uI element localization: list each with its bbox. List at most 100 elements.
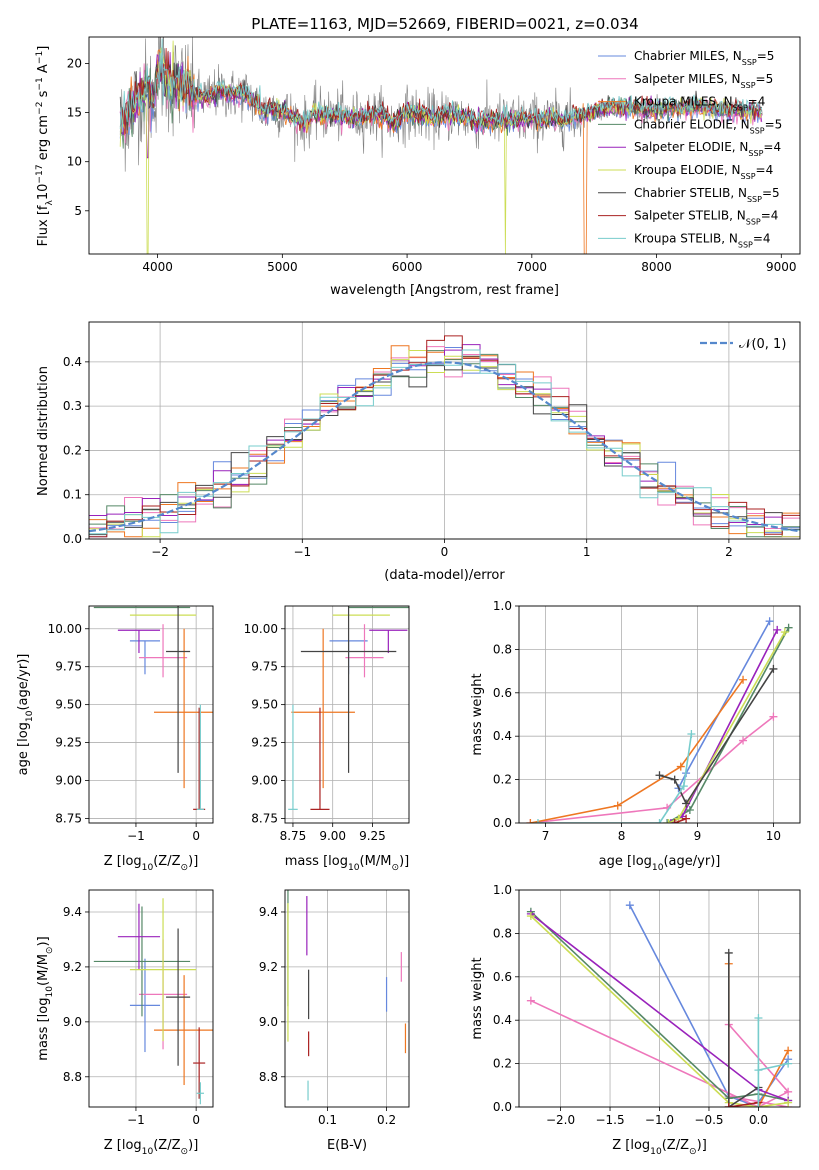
y-tick-label: 0.1 (63, 488, 82, 502)
axes-frame (88, 889, 214, 1108)
y-axis-label: Flux [fλ10−17 erg cm−2 s−1 A−1] (35, 46, 55, 247)
x-tick-label: 8.75 (280, 829, 307, 843)
y-tick-label: 0.6 (493, 686, 512, 700)
weight-marker (724, 1103, 733, 1107)
x-tick-label: 0 (192, 1113, 200, 1127)
x-tick-label: −0.5 (694, 1113, 723, 1127)
axes-frame (88, 605, 214, 824)
x-axis-label: wavelength [Angstrom, rest frame] (330, 283, 559, 298)
weight-marker (682, 799, 691, 808)
y-tick-label: 0.4 (493, 729, 512, 743)
y-tick-label: 1.0 (493, 883, 512, 897)
y-tick-label: 0.4 (63, 355, 82, 369)
y-tick-label: 9.75 (55, 660, 82, 674)
y-tick-label: 15 (67, 106, 82, 120)
x-axis-label: age [log10(age/yr)] (599, 854, 721, 873)
plot-area (93, 606, 213, 810)
x-tick-label: −2 (151, 545, 169, 559)
weight-marker (784, 1046, 793, 1055)
weight-line (728, 1101, 759, 1107)
axes-frame (518, 605, 801, 824)
weight-marker (784, 623, 793, 632)
y-tick-label: 9.00 (251, 774, 278, 788)
x-tick-label: 9.00 (319, 829, 346, 843)
x-tick-label: 5000 (267, 260, 298, 274)
weight-marker (664, 819, 673, 823)
y-tick-label: 20 (67, 57, 82, 71)
weight-marker (655, 819, 664, 823)
legend-label: Salpeter STELIB, NSSP=4 (634, 209, 778, 227)
axes-frame (88, 36, 801, 255)
y-tick-label: 0.2 (63, 443, 82, 457)
weight-marker (679, 782, 688, 791)
weight-marker (769, 664, 778, 673)
weight-marker (739, 736, 748, 745)
y-tick-label: 0.2 (493, 1057, 512, 1071)
panel-mass-vs-ebv: 0.1 0.2 8.8 9.0 9.2 9.4 E(B-V) (259, 889, 410, 1153)
weight-marker (724, 948, 733, 957)
x-axis-label: (data-model)/error (384, 568, 505, 583)
panel-weight-vs-age: 7 8 9 10 0.0 0.2 0.4 0.6 0.8 1.0 age [log10(age/yr… (470, 599, 801, 873)
y-tick-label: 9.25 (55, 736, 82, 750)
legend-label: Chabrier MILES, NSSP=5 (634, 49, 774, 67)
x-tick-label: −1.0 (645, 1113, 674, 1127)
x-tick-label: −1 (127, 1113, 145, 1127)
weight-marker (526, 819, 535, 823)
plot-area (526, 901, 793, 1107)
y-tick-label: 8.75 (55, 811, 82, 825)
y-axis-label: mass weight (470, 957, 485, 1039)
x-tick-label: 0.1 (318, 1113, 337, 1127)
panel-weight-vs-Z: −2.0 −1.5 −1.0 −0.5 0.0 0.0 0.2 0.4 0.6 0.8 1.0 Z [… (470, 883, 801, 1157)
weight-marker (754, 1066, 763, 1075)
grid (285, 890, 409, 1107)
weight-marker (685, 805, 694, 814)
x-tick-label: 0 (441, 545, 449, 559)
grid (519, 605, 800, 824)
y-tick-label: 0.2 (493, 773, 512, 787)
plot-area (89, 335, 800, 539)
y-tick-label: 8.8 (63, 1070, 82, 1084)
panel-age-vs-Z: −1 0 8.75 9.00 9.25 9.50 9.75 10.00 Z [log10(Z/Z… (16, 605, 214, 873)
legend-label: Kroupa ELODIE, NSSP=4 (634, 163, 773, 181)
weight-marker (784, 1087, 793, 1096)
panel-age-vs-mass: 8.75 9.00 9.25 8.75 9.00 9.25 9.50 9.75 10.00 mas… (244, 605, 410, 873)
x-tick-label: 8000 (641, 260, 672, 274)
y-tick-label: 10.00 (244, 622, 278, 636)
weight-marker (655, 771, 664, 780)
x-axis-label: mass [log10(M/M⊙)] (285, 854, 409, 873)
y-tick-label: 0.6 (493, 970, 512, 984)
weight-marker (754, 1103, 763, 1107)
x-axis-label: Z [log10(Z/Z⊙)] (612, 1138, 707, 1157)
residual-histogram (89, 349, 800, 539)
weight-marker (784, 1098, 793, 1107)
weight-marker (682, 814, 691, 823)
grid (89, 890, 213, 1107)
x-tick-label: 7 (542, 829, 550, 843)
weight-marker (739, 675, 748, 684)
y-tick-label: 9.25 (251, 736, 278, 750)
y-tick-label: 9.00 (55, 774, 82, 788)
weight-marker (533, 819, 542, 823)
axes-frame (284, 889, 410, 1108)
y-tick-label: 1.0 (493, 599, 512, 613)
weight-marker (670, 775, 679, 784)
normal-curve (89, 361, 800, 533)
plot-area (526, 617, 793, 823)
x-tick-label: −2.0 (546, 1113, 575, 1127)
x-tick-label: 7000 (517, 260, 548, 274)
weight-marker (780, 628, 789, 637)
axes-frame (518, 889, 801, 1108)
weight-marker (666, 819, 675, 823)
panel-residuals: −2 −1 0 1 2 0.0 0.1 0.2 0.3 0.4 𝒩(0, 1) (data-model… (36, 321, 801, 583)
grid (89, 606, 213, 823)
x-tick-label: 1 (583, 545, 591, 559)
y-tick-label: 9.4 (63, 905, 82, 919)
panel-mass-vs-Z: −1 0 8.8 9.0 9.2 9.4 Z [log10(Z/Z⊙)] mass [log1… (36, 889, 214, 1157)
x-tick-label: 10 (766, 829, 781, 843)
y-tick-label: 9.0 (259, 1015, 278, 1029)
weight-line (538, 733, 693, 823)
legend-label: 𝒩(0, 1) (739, 337, 786, 352)
weight-marker (784, 1059, 793, 1068)
residual-histogram (89, 350, 800, 539)
legend-label: Salpeter MILES, NSSP=5 (634, 72, 773, 90)
